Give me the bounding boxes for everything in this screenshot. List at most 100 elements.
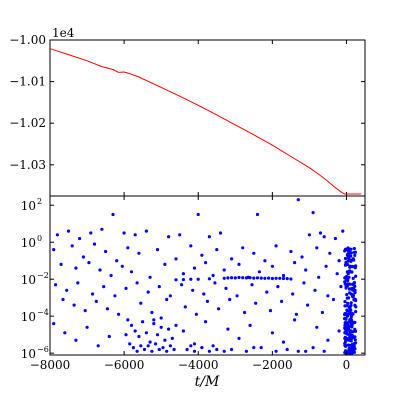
scatter-point — [202, 292, 206, 296]
scatter-point — [131, 346, 135, 350]
scatter-point — [124, 286, 128, 290]
scatter-point — [122, 231, 126, 235]
scatter-point — [337, 329, 341, 333]
scatter-point — [139, 301, 143, 305]
scatter-point — [244, 349, 248, 353]
scatter-point — [315, 246, 319, 250]
scatter-point — [347, 347, 351, 352]
scatter-point — [174, 323, 178, 327]
scatter-point — [241, 276, 245, 280]
scatter-point — [83, 309, 87, 313]
scatter-point — [196, 212, 200, 217]
bottom-y-tick-label: 10 — [21, 347, 36, 361]
scatter-point — [343, 335, 347, 339]
scatter-point — [346, 278, 350, 283]
scatter-point — [278, 276, 282, 280]
scatter-point — [117, 312, 121, 316]
scatter-point — [139, 344, 143, 348]
scatter-point — [237, 336, 241, 340]
scatter-point — [52, 322, 56, 326]
scatter-point — [351, 312, 355, 316]
scatter-point — [311, 211, 315, 215]
scatter-point — [344, 329, 348, 333]
scatter-point — [324, 264, 328, 268]
scatter-point — [230, 257, 234, 261]
scatter-point — [293, 318, 297, 322]
scatter-point — [174, 257, 178, 261]
scatter-point — [241, 246, 245, 250]
scatter-point — [317, 275, 321, 279]
scatter-point — [217, 307, 221, 311]
scatter-point — [244, 276, 248, 280]
scatter-point — [226, 276, 230, 280]
top-y-tick-label: −1.01 — [9, 75, 46, 89]
scatter-point — [170, 336, 174, 340]
scatter-point — [224, 286, 228, 290]
scatter-point — [185, 347, 189, 352]
bottom-x-tick-label: −2000 — [252, 358, 293, 372]
scatter-point — [270, 264, 274, 268]
scatter-point — [274, 276, 278, 280]
scatter-point — [348, 309, 352, 313]
bottom-x-tick-label: 0 — [343, 358, 351, 372]
scatter-point — [85, 325, 89, 329]
scatter-point — [89, 231, 93, 235]
scatter-point — [259, 346, 263, 350]
scatter-point — [274, 244, 278, 248]
scatter-point — [226, 327, 230, 331]
scatter-point — [150, 349, 154, 353]
scatter-point — [350, 270, 354, 274]
scatter-point — [204, 320, 208, 324]
scatter-point — [222, 268, 226, 272]
scatter-point — [78, 236, 82, 241]
scatter-point — [313, 288, 317, 292]
top-y-tick-label: −1.03 — [9, 158, 46, 172]
scatter-point — [248, 276, 252, 280]
scatter-point — [265, 290, 269, 294]
scatter-point — [104, 249, 108, 254]
scatter-point — [337, 259, 341, 263]
scatter-point — [146, 344, 150, 348]
scatter-point — [155, 333, 160, 337]
scatter-point — [72, 303, 76, 307]
scatter-point — [142, 347, 147, 352]
scatter-point — [155, 248, 160, 252]
scatter-point — [215, 347, 219, 352]
scatter-point — [63, 331, 67, 335]
scatter-point — [205, 299, 210, 303]
scatter-point — [252, 276, 256, 280]
scatter-point — [237, 275, 241, 280]
scatter-point — [306, 303, 310, 307]
scatter-point — [222, 276, 226, 280]
scatter-point — [181, 329, 185, 333]
scatter-point — [333, 236, 337, 241]
bottom-y-tick-exponent: −2 — [37, 271, 49, 280]
bottom-panel-frame — [49, 195, 366, 356]
scatter-point — [335, 272, 339, 276]
scatter-point — [70, 244, 74, 248]
scatter-point — [230, 347, 234, 352]
scatter-point — [133, 233, 137, 237]
scatter-point — [129, 323, 134, 327]
scatter-point — [105, 307, 109, 311]
x-axis-label: t/M — [195, 374, 220, 390]
scatter-point — [172, 347, 176, 352]
scatter-point — [183, 305, 187, 309]
scatter-point — [281, 273, 286, 278]
scatter-point — [157, 347, 161, 352]
bottom-y-tick-label: 10 — [21, 273, 36, 287]
scatter-point — [350, 319, 354, 323]
scatter-point — [163, 262, 167, 266]
scatter-point — [255, 212, 260, 217]
scatter-point — [150, 310, 154, 315]
scatter-point — [289, 249, 293, 254]
scatter-point — [353, 253, 357, 257]
scatter-point — [344, 344, 348, 348]
scatter-point — [54, 283, 58, 287]
scatter-point — [181, 272, 185, 276]
scatter-point — [252, 346, 256, 350]
top-y-ticks: −1.00 −1.01 −1.02 −1.03 — [9, 33, 365, 196]
scatter-point — [304, 349, 308, 353]
scatter-point — [148, 275, 152, 279]
